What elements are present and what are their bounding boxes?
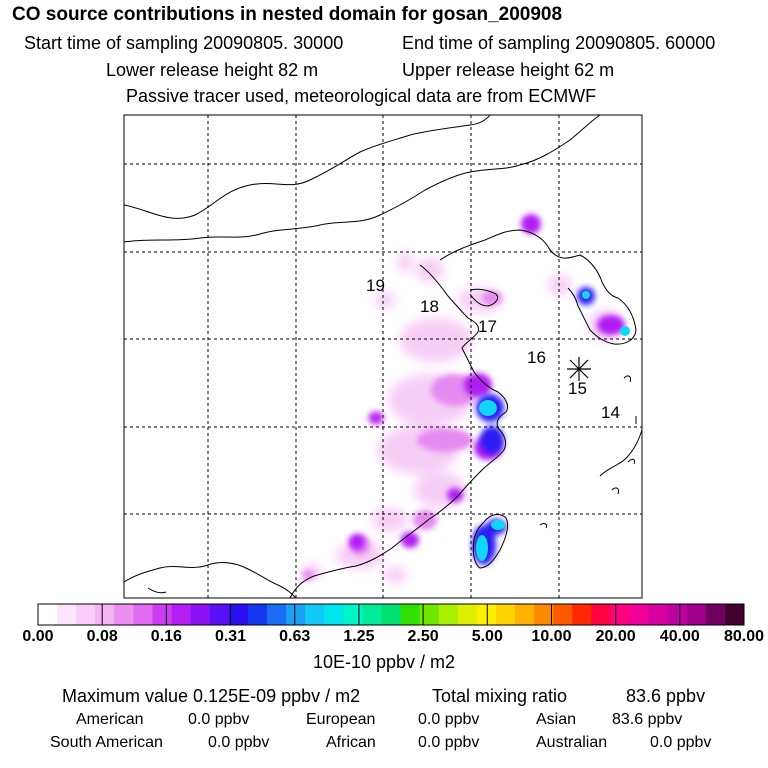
map-graticule — [124, 115, 642, 598]
colorbar-tick-label: 0.63 — [279, 628, 311, 645]
asian-value: 83.6 ppbv — [612, 711, 683, 728]
trajectory-label-15: 15 — [568, 379, 587, 398]
colorbar-cell — [438, 604, 459, 625]
colorbar-cell — [76, 604, 96, 625]
colorbar-cell — [381, 604, 402, 625]
colorbar-frame — [37, 603, 745, 626]
colorbar-tick-label: 0.08 — [86, 628, 118, 645]
european-label: European — [306, 711, 376, 728]
colorbar-cell — [553, 604, 573, 625]
receptor-star-icon — [567, 357, 591, 381]
tracer-note: Passive tracer used, meteorological data… — [126, 86, 597, 106]
colorbar-tick-label: 0.00 — [22, 628, 54, 645]
colorbar-cell — [648, 604, 669, 625]
concentration-field — [302, 214, 630, 583]
colorbar-cell — [686, 604, 707, 625]
coastlines — [124, 115, 642, 598]
colorbar-tick-label: 40.00 — [659, 628, 700, 645]
colorbar-cell — [228, 604, 249, 625]
trajectory-label-16: 16 — [527, 348, 546, 367]
european-value: 0.0 ppbv — [418, 711, 480, 728]
colorbar-cell — [171, 604, 192, 625]
start-time: Start time of sampling 20090805. 30000 — [24, 33, 344, 53]
american-value: 0.0 ppbv — [188, 711, 250, 728]
colorbar-cell — [629, 604, 650, 625]
colorbar-cell — [38, 604, 58, 625]
asian-label: Asian — [536, 711, 577, 728]
colorbar-cell — [247, 604, 268, 625]
colorbar-cell — [476, 604, 497, 625]
colorbar-cell — [495, 604, 516, 625]
colorbar-cell — [209, 604, 230, 625]
south-american-label: South American — [50, 734, 163, 751]
trajectory-label-18: 18 — [420, 297, 439, 316]
american-label: American — [76, 711, 144, 728]
colorbar-cell — [57, 604, 77, 625]
colorbar-cell — [400, 604, 421, 625]
colorbar-cell — [133, 604, 153, 625]
plot-title: CO source contributions in nested domain… — [12, 4, 563, 25]
trajectory-label-17: 17 — [478, 317, 497, 336]
trajectory-labels: 19 18 17 16 15 14 — [366, 276, 620, 422]
colorbar-tick-label: 2.50 — [407, 628, 439, 645]
colorbar-cell — [286, 604, 306, 625]
colorbar-cell — [152, 604, 173, 625]
colorbar-cell — [324, 604, 344, 625]
colorbar-tick-label: 80.00 — [723, 628, 765, 645]
colorbar-cell — [705, 604, 726, 625]
colorbar-cell — [572, 604, 592, 625]
colorbar-cell — [591, 604, 611, 625]
colorbar-cell — [362, 604, 382, 625]
map-frame — [123, 114, 643, 599]
colorbar-tick-label: 20.00 — [595, 628, 636, 645]
end-time: End time of sampling 20090805. 60000 — [402, 33, 716, 53]
colorbar-tick-label: 1.25 — [343, 628, 375, 645]
colorbar-cell — [305, 604, 325, 625]
colorbar-cell — [266, 604, 287, 625]
colorbar — [37, 603, 745, 626]
colorbar-tick-label: 0.16 — [150, 628, 182, 645]
total-mixing-ratio-value: 83.6 ppbv — [626, 686, 706, 706]
colorbar-cell — [114, 604, 134, 625]
upper-release-height: Upper release height 62 m — [402, 60, 615, 80]
colorbar-cell — [343, 604, 363, 625]
colorbar-tick-label: 10.00 — [531, 628, 572, 645]
colorbar-cell — [419, 604, 440, 625]
colorbar-cell — [515, 604, 535, 625]
colorbar-tick-label: 5.00 — [471, 628, 503, 645]
colorbar-units: 10E-10 ppbv / m2 — [312, 652, 456, 672]
colorbar-cell — [667, 604, 688, 625]
maximum-value: Maximum value 0.125E-09 ppbv / m2 — [62, 686, 361, 706]
australian-label: Australian — [536, 734, 608, 751]
trajectory-label-14: 14 — [601, 403, 620, 422]
lower-release-height: Lower release height 82 m — [106, 60, 319, 80]
african-value: 0.0 ppbv — [418, 734, 480, 751]
colorbar-cell — [95, 604, 115, 625]
colorbar-cell — [457, 604, 478, 625]
colorbar-cell — [610, 604, 631, 625]
colorbar-cell — [534, 604, 554, 625]
total-mixing-ratio-label: Total mixing ratio — [432, 686, 568, 706]
australian-value: 0.0 ppbv — [650, 734, 712, 751]
south-american-value: 0.0 ppbv — [208, 734, 270, 751]
trajectory-label-19: 19 — [366, 276, 385, 295]
colorbar-cell — [724, 604, 745, 625]
colorbar-tick-label: 0.31 — [214, 628, 247, 645]
african-label: African — [326, 734, 376, 751]
colorbar-cell — [190, 604, 211, 625]
